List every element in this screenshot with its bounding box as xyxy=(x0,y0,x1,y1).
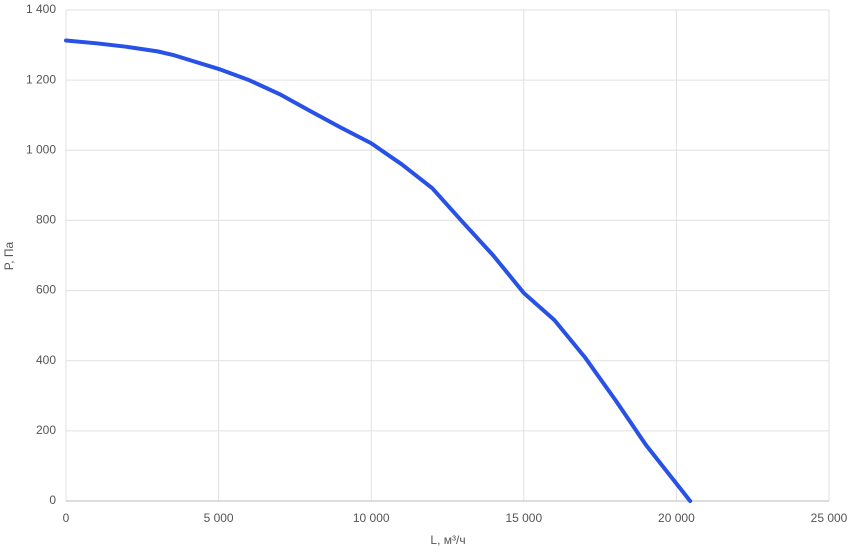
x-axis-label: L, м³/ч xyxy=(430,533,465,547)
y-tick-label: 1 400 xyxy=(26,2,56,16)
y-tick-label: 1 000 xyxy=(26,142,56,156)
x-tick-label: 0 xyxy=(63,511,70,525)
y-tick-label: 200 xyxy=(36,423,56,437)
x-tick-label: 25 000 xyxy=(811,511,848,525)
x-tick-label: 10 000 xyxy=(353,511,390,525)
y-tick-label: 0 xyxy=(49,493,56,507)
y-tick-label: 600 xyxy=(36,283,56,297)
y-tick-label: 800 xyxy=(36,213,56,227)
y-tick-label: 400 xyxy=(36,353,56,367)
x-tick-label: 20 000 xyxy=(658,511,695,525)
x-tick-label: 5 000 xyxy=(204,511,234,525)
y-tick-label: 1 200 xyxy=(26,72,56,86)
data-line xyxy=(64,38,693,503)
y-axis-label: P, Па xyxy=(2,241,16,270)
x-tick-label: 15 000 xyxy=(505,511,542,525)
